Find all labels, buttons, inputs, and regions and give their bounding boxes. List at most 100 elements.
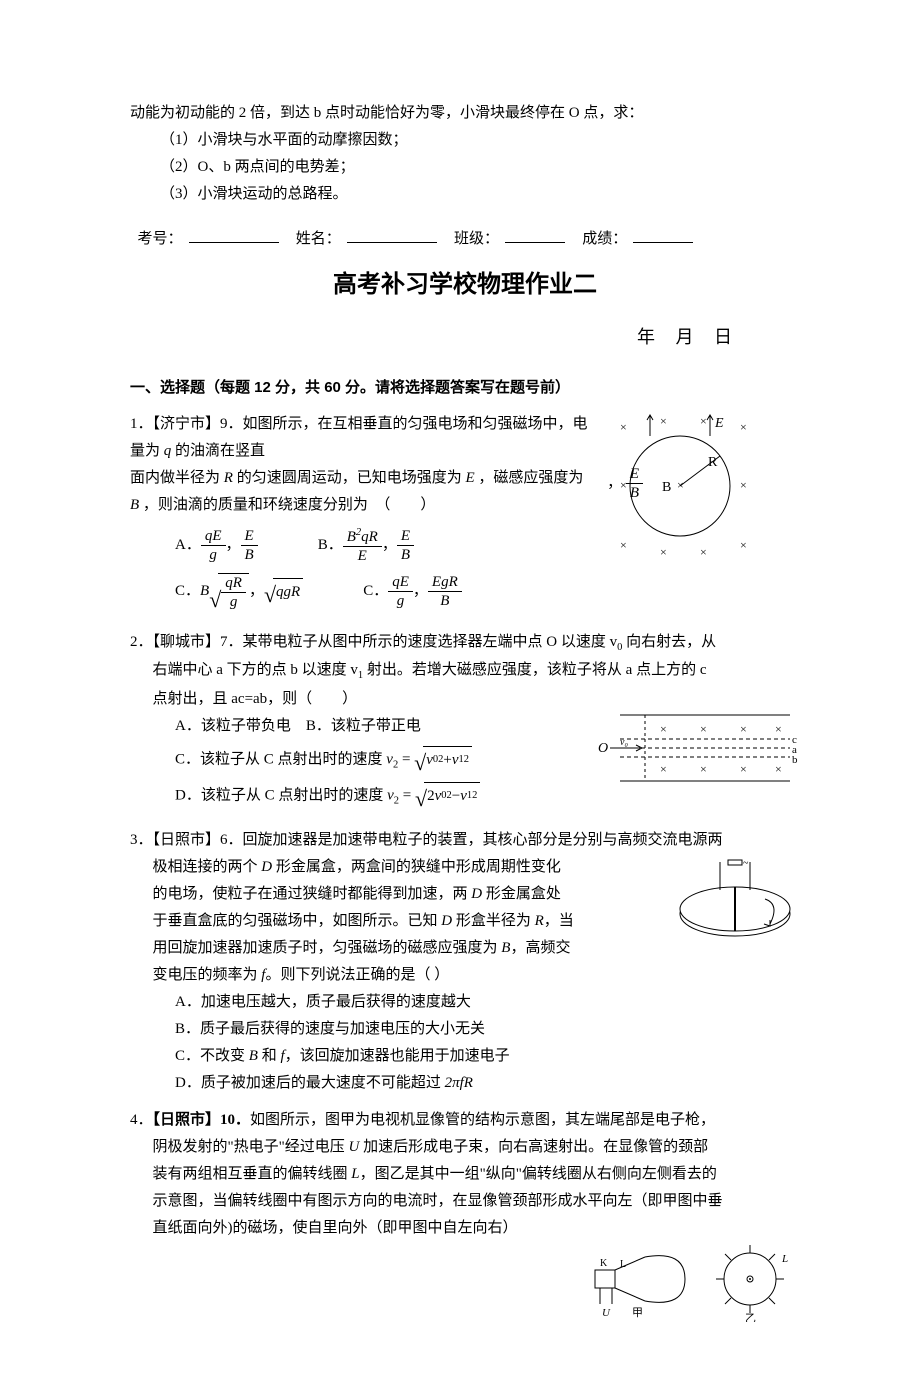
svg-text:×: ×: [700, 722, 707, 736]
q2-stem-d: 射出。若增大磁感应强度，该粒子将从 a 点上方的 c: [363, 662, 706, 678]
yue: 月: [676, 327, 702, 347]
q1-opt-a: A． qEg ， EB: [175, 527, 258, 565]
comma2: ，: [382, 532, 397, 559]
svg-text:乙: 乙: [745, 1312, 756, 1322]
q3-j: ，高频交: [510, 940, 570, 956]
question-2: 2．【聊城市】7．某带电粒子从图中所示的速度选择器左端中点 O 以速度 v0 向…: [130, 629, 800, 817]
q2-stem-c: 右端中心 a 下方的点 b 以速度 v: [153, 662, 358, 678]
q1-opt-b: B． B2qRE ， EB: [318, 527, 414, 565]
sym-R: R: [224, 470, 233, 486]
preamble-block: 动能为初动能的 2 倍，到达 b 点时动能恰好为零，小滑块最终停在 O 点，求：…: [130, 100, 800, 208]
sD2: D: [471, 886, 482, 902]
q2-stem-e: 点射出，且 ac=ab，则（ ）: [153, 691, 358, 707]
kaohao-blank[interactable]: [189, 227, 279, 243]
q2-eq1: =: [398, 752, 414, 768]
xingming-label: 姓名：: [296, 231, 341, 247]
q3-g: 形盒半径为: [452, 913, 535, 929]
q3-options: A．加速电压越大，质子最后获得的速度越大 B．质子最后获得的速度与加速电压的大小…: [175, 989, 800, 1097]
q4-e: ，图乙是其中一组"纵向"偏转线圈从右侧向左侧看去的: [360, 1166, 717, 1182]
preamble-l0: 动能为初动能的 2 倍，到达 b 点时动能恰好为零，小滑块最终停在 O 点，求：: [130, 100, 800, 127]
svg-text:b: b: [792, 754, 798, 766]
svg-text:~: ~: [743, 858, 749, 869]
preamble-l1: （1）小滑块与水平面的动摩擦因数；: [160, 127, 800, 154]
comma3: ，: [249, 578, 264, 605]
svg-text:×: ×: [740, 762, 747, 776]
svg-B: B: [662, 480, 671, 495]
q4L: L: [351, 1166, 359, 1182]
chengji-label: 成绩：: [582, 231, 627, 247]
worksheet-title: 高考补习学校物理作业二: [130, 263, 800, 306]
q4-f: 示意图，当偏转线圈中有图示方向的电流时，在显像管颈部形成水平向左（即甲图中垂: [153, 1188, 801, 1215]
q4-d: 装有两组相互垂直的偏转线圈: [153, 1166, 352, 1182]
svg-text:×: ×: [620, 538, 627, 552]
sR3: R: [535, 913, 544, 929]
question-4: 4．【日照市】10．如图所示，图甲为电视机显像管的结构示意图，其左端尾部是电子枪…: [130, 1107, 800, 1322]
banji-label: 班级：: [454, 231, 499, 247]
svg-text:×: ×: [660, 722, 667, 736]
q2-v2: v: [387, 787, 394, 803]
q3Cc1: C．不改变: [175, 1048, 249, 1064]
svg-text:×: ×: [660, 545, 667, 559]
q3-h: ，当: [544, 913, 574, 929]
section-1-header: 一、选择题（每题 12 分，共 60 分。请将选择题答案写在题号前）: [130, 374, 800, 401]
q4-figure: L K U 甲 L 乙: [590, 1242, 800, 1322]
svg-R: R: [708, 455, 718, 470]
q1-rightextra: ， EB: [607, 465, 643, 502]
sD1: D: [261, 859, 272, 875]
preamble-l2: （2）O、b 两点间的电势差；: [160, 154, 800, 181]
svg-text:L: L: [781, 1253, 788, 1265]
xingming-blank[interactable]: [347, 227, 437, 243]
q3-k: 变电压的频率为: [153, 967, 262, 983]
svg-text:×: ×: [700, 414, 707, 428]
q1-stem-d: 的匀速圆周运动，已知电场强度为: [233, 470, 466, 486]
q3-B: B．质子最后获得的速度与加速电压的大小无关: [175, 1016, 800, 1043]
q1-opt-d: C． qEg ， EgRB: [363, 573, 462, 611]
q3-b: 极相连接的两个: [153, 859, 262, 875]
q1-stem-f: ，则油滴的质量和环绕速度分别为 （ ）: [139, 497, 435, 513]
svg-text:L: L: [620, 1259, 626, 1270]
svg-text:×: ×: [740, 478, 747, 492]
q1-source: 【济宁市】9．: [153, 416, 243, 432]
q2-eq2: =: [399, 787, 415, 803]
svg-text:U: U: [602, 1307, 611, 1319]
question-3: 3．【日照市】6．回旋加速器是加速带电粒子的装置，其核心部分是分别与高频交流电源…: [130, 827, 800, 1097]
q1-C2-lbl: C．: [363, 578, 388, 605]
q4-b: 阴极发射的"热电子"经过电压: [153, 1139, 349, 1155]
svg-text:K: K: [600, 1258, 608, 1269]
question-1: R B ×××× ××× ×××× E 1．【济宁市】9．如图所示，在互相垂直的…: [130, 411, 800, 619]
q1-C1-lbl: C．: [175, 578, 200, 605]
sD3: D: [441, 913, 452, 929]
q2-C-text: C．该粒子从 C 点射出时的速度: [175, 752, 386, 768]
q1-B-lbl: B．: [318, 532, 343, 559]
q1-stem-c: 面内做半径为: [130, 470, 224, 486]
banji-blank[interactable]: [505, 227, 565, 243]
svg-text:×: ×: [660, 414, 667, 428]
svg-text:×: ×: [620, 420, 627, 434]
q1-A-lbl: A．: [175, 532, 201, 559]
svg-text:v₀: v₀: [620, 737, 628, 748]
q3-l: 。则下列说法正确的是（ ）: [265, 967, 449, 983]
q4-c: 加速后形成电子束，向右高速射出。在显像管的颈部: [359, 1139, 708, 1155]
q3-e: 形金属盒处: [482, 886, 561, 902]
q3-stem-a: 回旋加速器是加速带电粒子的装置，其核心部分是分别与高频交流电源两: [243, 832, 723, 848]
q4U: U: [349, 1139, 360, 1155]
sym-B: B: [130, 497, 139, 513]
q3Dd: D．质子被加速后的最大速度不可能超过: [175, 1075, 445, 1091]
q2-v: v: [386, 752, 393, 768]
svg-text:×: ×: [700, 545, 707, 559]
q1-opt-c: C． B √qRg ， √qgR: [175, 573, 303, 611]
kaohao-label: 考号：: [138, 231, 183, 247]
q2-source: 【聊城市】7．: [153, 634, 243, 650]
q1-stem-b: 的油滴在竖直: [171, 443, 265, 459]
q1-stem-e: ，磁感应强度为: [475, 470, 584, 486]
q3-d: 的电场，使粒子在通过狭缝时都能得到加速，两: [153, 886, 472, 902]
date-row: 年 月 日: [130, 321, 800, 353]
q3-D: D．质子被加速后的最大速度不可能超过 2πfR: [175, 1070, 800, 1097]
chengji-blank[interactable]: [633, 227, 693, 243]
svg-text:×: ×: [740, 538, 747, 552]
q2-stem-b: 向右射去，从: [622, 634, 716, 650]
q3-c: 形金属盒，两盒间的狭缝中形成周期性变化: [272, 859, 561, 875]
preamble-l3: （3）小滑块运动的总路程。: [160, 181, 800, 208]
svg-text:×: ×: [660, 762, 667, 776]
ri: 日: [714, 327, 740, 347]
